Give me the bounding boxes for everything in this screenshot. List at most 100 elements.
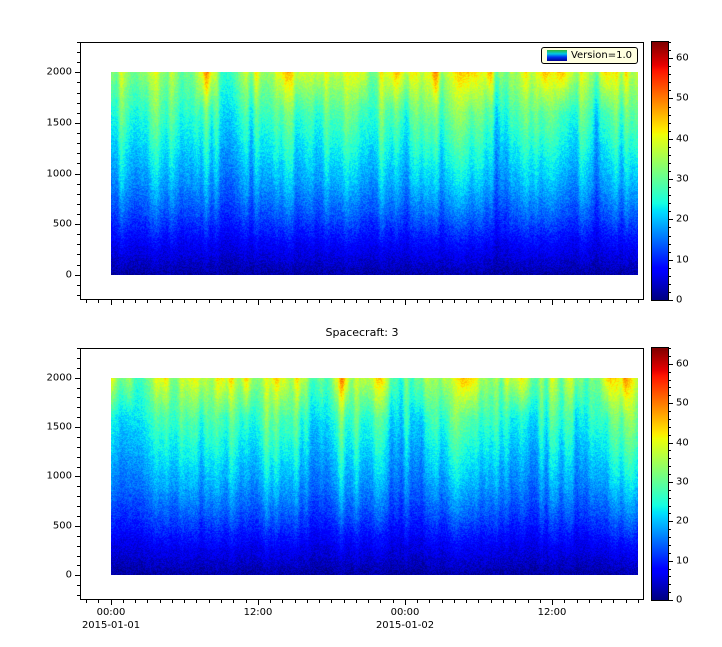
- top-x-minor-tick: [331, 300, 332, 303]
- top-x-minor-tick: [86, 300, 87, 303]
- top-x-minor-tick: [196, 300, 197, 303]
- top-colorbar-tick-label: 60: [676, 52, 689, 64]
- bottom-y-tick-label: 500: [52, 520, 72, 532]
- bottom-x-minor-tick: [368, 600, 369, 603]
- top-x-major-tick: [405, 300, 406, 305]
- bottom-x-tick-label: 00:00: [390, 607, 420, 618]
- bottom-colorbar-major-tick: [669, 443, 673, 444]
- top-colorbar-minor-tick: [669, 90, 671, 91]
- bottom-x-minor-tick: [478, 600, 479, 603]
- bottom-x-minor-tick: [196, 600, 197, 603]
- bottom-x-major-tick: [405, 600, 406, 605]
- bottom-colorbar-minor-tick: [669, 372, 671, 373]
- top-x-minor-tick: [540, 300, 541, 303]
- bottom-colorbar-minor-tick: [669, 435, 671, 436]
- top-x-major-tick: [258, 300, 259, 305]
- top-x-minor-tick: [307, 300, 308, 303]
- bottom-x-minor-tick: [282, 600, 283, 603]
- legend: Version=1.0: [540, 47, 638, 64]
- top-y-major-tick: [75, 224, 80, 225]
- top-y-minor-tick: [77, 103, 80, 104]
- bottom-colorbar-minor-tick: [669, 513, 671, 514]
- bottom-y-minor-tick: [77, 536, 80, 537]
- top-colorbar-minor-tick: [669, 147, 671, 148]
- bottom-colorbar-minor-tick: [669, 569, 671, 570]
- top-x-minor-tick: [184, 300, 185, 303]
- top-y-major-tick: [75, 72, 80, 73]
- top-y-minor-tick: [77, 244, 80, 245]
- top-colorbar-minor-tick: [669, 131, 671, 132]
- top-colorbar-tick-label: 30: [676, 173, 689, 185]
- top-x-minor-tick: [172, 300, 173, 303]
- bottom-y-major-tick: [75, 575, 80, 576]
- top-colorbar: [651, 41, 669, 301]
- top-colorbar-tick-label: 50: [676, 92, 689, 104]
- top-x-minor-tick: [429, 300, 430, 303]
- bottom-x-minor-tick: [466, 600, 467, 603]
- bottom-colorbar-minor-tick: [669, 537, 671, 538]
- top-x-minor-tick: [478, 300, 479, 303]
- bottom-y-tick-label: 2000: [46, 372, 72, 384]
- bottom-x-minor-tick: [331, 600, 332, 603]
- top-x-minor-tick: [638, 300, 639, 303]
- bottom-colorbar-minor-tick: [669, 592, 671, 593]
- top-x-minor-tick: [613, 300, 614, 303]
- top-x-minor-tick: [491, 300, 492, 303]
- bottom-y-minor-tick: [77, 358, 80, 359]
- top-x-minor-tick: [503, 300, 504, 303]
- top-y-minor-tick: [77, 254, 80, 255]
- bottom-colorbar-minor-tick: [669, 498, 671, 499]
- bottom-colorbar-tick-label: 40: [676, 437, 689, 449]
- bottom-colorbar-minor-tick: [669, 474, 671, 475]
- top-y-tick-label: 1500: [46, 117, 72, 129]
- top-colorbar-minor-tick: [669, 252, 671, 253]
- bottom-x-minor-tick: [454, 600, 455, 603]
- top-colorbar-minor-tick: [669, 123, 671, 124]
- bottom-colorbar-minor-tick: [669, 419, 671, 420]
- top-colorbar-major-tick: [669, 98, 673, 99]
- top-x-minor-tick: [356, 300, 357, 303]
- bottom-x-minor-tick: [123, 600, 124, 603]
- bottom-colorbar-minor-tick: [669, 380, 671, 381]
- bottom-x-tick-label: 00:00: [96, 607, 126, 618]
- bottom-colorbar-tick-label: 0: [676, 594, 683, 606]
- top-y-minor-tick: [77, 163, 80, 164]
- top-colorbar-minor-tick: [669, 115, 671, 116]
- bottom-colorbar-major-tick: [669, 600, 673, 601]
- top-y-major-tick: [75, 123, 80, 124]
- bottom-x-tick-label: 12:00: [243, 607, 273, 618]
- bottom-colorbar-minor-tick: [669, 529, 671, 530]
- top-colorbar-minor-tick: [669, 42, 671, 43]
- bottom-x-minor-tick: [86, 600, 87, 603]
- top-y-minor-tick: [77, 52, 80, 53]
- bottom-colorbar-minor-tick: [669, 411, 671, 412]
- bottom-colorbar-minor-tick: [669, 576, 671, 577]
- top-colorbar-minor-tick: [669, 276, 671, 277]
- bottom-x-minor-tick: [564, 600, 565, 603]
- bottom-y-major-tick: [75, 427, 80, 428]
- bottom-x-date-label: 2015-01-01: [81, 620, 141, 631]
- top-x-minor-tick: [454, 300, 455, 303]
- bottom-y-tick-label: 0: [65, 569, 72, 581]
- top-x-minor-tick: [319, 300, 320, 303]
- bottom-y-minor-tick: [77, 457, 80, 458]
- top-colorbar-minor-tick: [669, 284, 671, 285]
- bottom-y-minor-tick: [77, 585, 80, 586]
- top-y-minor-tick: [77, 204, 80, 205]
- top-colorbar-major-tick: [669, 139, 673, 140]
- top-y-minor-tick: [77, 82, 80, 83]
- top-x-minor-tick: [393, 300, 394, 303]
- bottom-y-minor-tick: [77, 417, 80, 418]
- top-x-minor-tick: [233, 300, 234, 303]
- top-x-minor-tick: [368, 300, 369, 303]
- bottom-colorbar-minor-tick: [669, 553, 671, 554]
- top-colorbar-tick-label: 10: [676, 254, 689, 266]
- top-x-minor-tick: [221, 300, 222, 303]
- bottom-x-minor-tick: [160, 600, 161, 603]
- bottom-x-major-tick: [111, 600, 112, 605]
- top-x-minor-tick: [564, 300, 565, 303]
- bottom-x-minor-tick: [307, 600, 308, 603]
- top-y-tick-label: 1000: [46, 168, 72, 180]
- top-y-minor-tick: [77, 265, 80, 266]
- bottom-x-minor-tick: [135, 600, 136, 603]
